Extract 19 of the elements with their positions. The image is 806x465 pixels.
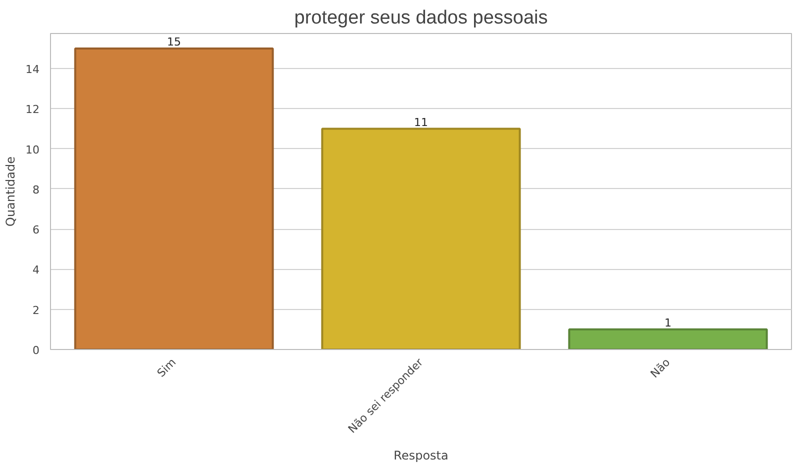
- y-tick-label: 10: [26, 143, 40, 156]
- bar: [74, 48, 274, 350]
- x-tick-label: Sim: [154, 356, 179, 380]
- y-tick-label: 14: [26, 63, 40, 76]
- y-tick-label: 0: [32, 344, 40, 357]
- x-axis-title: Resposta: [394, 448, 448, 462]
- chart-title: proteger seus dados pessoais: [294, 8, 548, 28]
- y-tick-label: 6: [32, 224, 40, 237]
- x-tick-label: Não: [648, 356, 673, 380]
- data-label: 15: [167, 36, 181, 49]
- data-label: 11: [414, 116, 428, 129]
- y-axis-title: Quantidade: [4, 156, 18, 227]
- y-tick-label: 12: [26, 103, 40, 116]
- y-tick-label: 2: [32, 304, 40, 317]
- bar: [321, 128, 521, 350]
- y-tick-label: 4: [32, 264, 40, 277]
- data-label: 1: [664, 316, 672, 330]
- y-tick-label: 8: [32, 183, 40, 196]
- bar: [568, 328, 768, 350]
